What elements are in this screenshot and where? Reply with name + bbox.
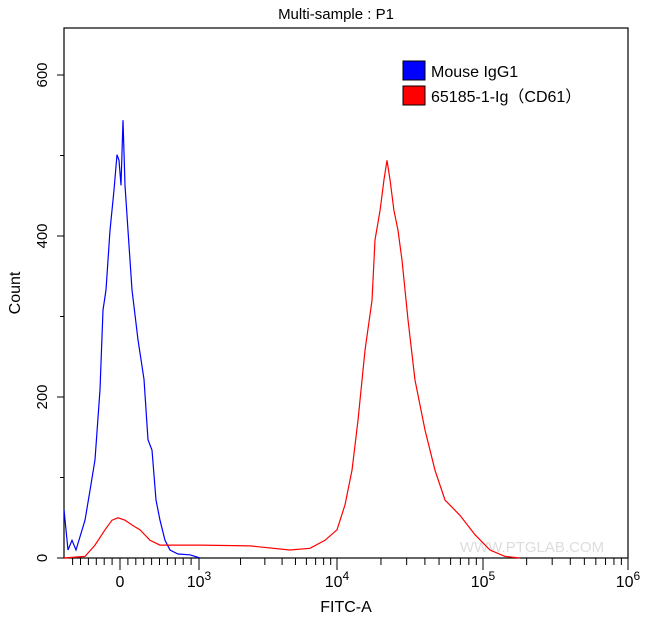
y-axis: 0 200 400 600 (34, 62, 64, 562)
legend-swatch-mouse-igg1 (402, 60, 426, 81)
series-line-1 (63, 160, 520, 559)
x-tick-label: 103 (187, 569, 212, 591)
legend: Mouse IgG1 65185-1-Ig（CD61） (402, 60, 581, 106)
x-tick-label: 0 (116, 574, 125, 591)
y-tick-label: 600 (34, 62, 51, 87)
y-tick-label: 400 (34, 223, 51, 248)
y-axis-label: Count (7, 271, 24, 314)
x-tick-label: 104 (325, 569, 350, 591)
x-axis-label: FITC-A (320, 599, 372, 616)
x-tick-label: 105 (471, 569, 496, 591)
legend-label-cd61: 65185-1-Ig（CD61） (431, 88, 581, 106)
legend-swatch-cd61 (402, 85, 426, 106)
plot-frame (63, 27, 629, 559)
legend-label-mouse-igg1: Mouse IgG1 (431, 64, 518, 81)
series-line-0 (63, 120, 201, 559)
x-tick-label: 106 (616, 569, 641, 591)
y-tick-label: 200 (34, 384, 51, 409)
series-group (63, 120, 520, 559)
chart-title: Multi-sample : P1 (278, 6, 394, 23)
x-axis: 0 103 104 105 106 (72, 558, 641, 591)
watermark: WWW.PTGLAB.COM (460, 539, 604, 556)
y-tick-label: 0 (34, 554, 51, 562)
